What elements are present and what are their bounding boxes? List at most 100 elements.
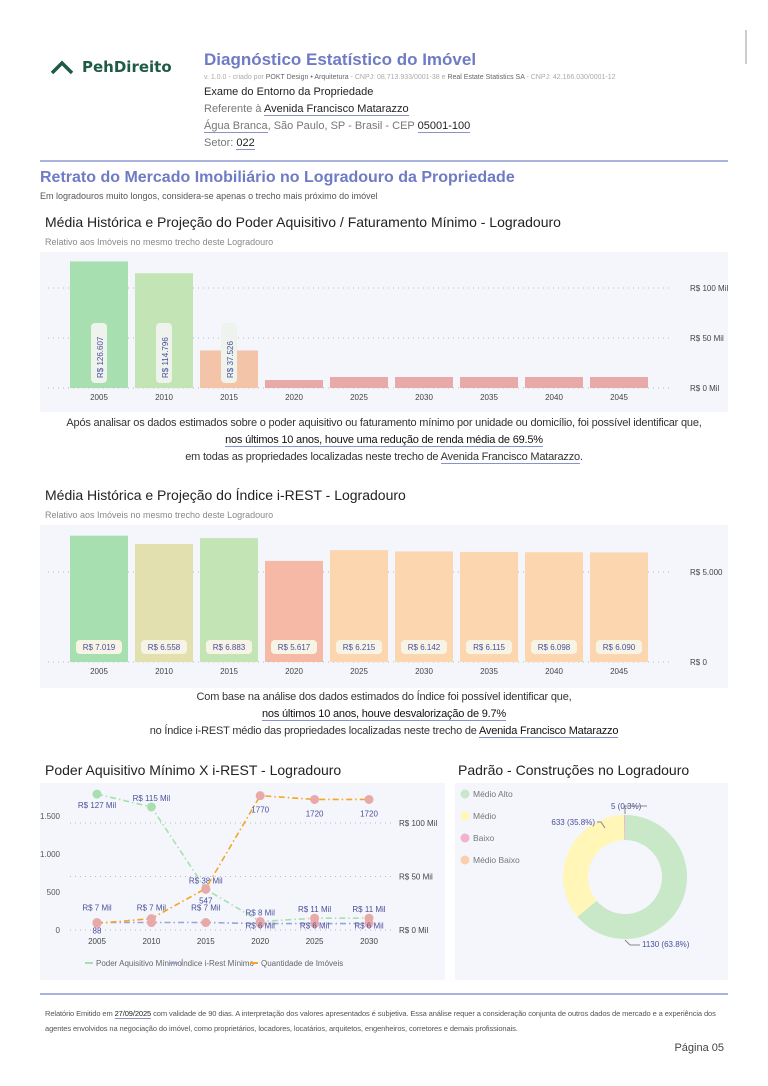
data-label: R$ 11 Mil [352,905,385,914]
x-tick-label: 2010 [155,667,173,676]
left-tick-label: 1.000 [40,850,61,859]
data-label-bg [336,640,382,654]
data-label-bg [141,640,187,654]
chart4-title: Padrão - Construções no Logradouro [458,762,690,778]
data-label: R$ 7 Mil [191,904,221,913]
report-title: Diagnóstico Estatístico do Imóvel [204,50,477,69]
data-label: R$ 8 Mil [246,908,276,917]
left-tick-label: 500 [47,888,61,897]
x-tick-label: 2045 [610,393,628,402]
x-tick-label: 2035 [480,667,498,676]
data-label-bg [596,640,642,654]
data-point [92,918,102,928]
street-link[interactable]: Avenida Francisco Matarazzo [263,103,409,116]
data-label: R$ 126.607 [96,336,105,378]
data-label: R$ 7 Mil [82,904,112,913]
donut-slice-1 [563,815,625,917]
data-label: R$ 6.215 [343,643,376,652]
x-tick-label: 2015 [220,393,238,402]
sector-line: Setor: 022 [204,137,255,150]
income-bar-chart: R$ 0 Mil R$ 50 Mil R$ 100 Mil 2005 R$ 126.60… [40,252,728,412]
leader-line [597,821,606,829]
bar-2030 [395,377,453,388]
x-tick-label: 2015 [220,667,238,676]
data-point [255,791,265,801]
data-label: R$ 6 Mil [300,922,330,931]
logo-text: PehDireito [82,58,172,76]
x-tick-label: 2045 [610,667,628,676]
bar-2025 [330,377,388,388]
divider [40,160,728,162]
data-label-bg [76,640,122,654]
y-tick-label: R$ 0 Mil [690,384,720,393]
data-label: R$ 7 Mil [137,904,167,913]
street-link[interactable]: Avenida Francisco Matarazzo [478,725,619,738]
data-label-bg [91,323,107,383]
section-title: Retrato do Mercado Imobiliário no Lograd… [40,169,515,186]
data-point [310,794,320,804]
data-label: R$ 6.098 [538,643,571,652]
district-link[interactable]: Água Branca [204,120,268,133]
legend-swatch [460,833,470,843]
data-label: R$ 11 Mil [298,905,331,914]
footer-note: Relatório Emitido em 27/09/2025 com vali… [45,1009,716,1033]
divider [40,993,728,995]
data-point [92,789,102,799]
data-point [310,919,320,929]
data-label-bg [206,640,252,654]
data-label: R$ 6.558 [148,643,181,652]
chart3-title: Poder Aquisitivo Mínimo X i-REST - Logra… [45,762,342,778]
data-label: 633 (35.8%) [551,818,595,827]
data-label: 1770 [251,806,269,815]
data-label: 547 [199,896,213,905]
data-label: 1720 [360,809,378,818]
data-point [201,883,211,893]
series-line-1 [97,921,369,925]
reference-line: Referente à Avenida Francisco Matarazzo [204,103,409,116]
x-tick-label: 2040 [545,393,563,402]
data-label: R$ 115 Mil [133,794,171,803]
right-tick-label: R$ 0 Mil [399,926,429,935]
x-tick-label: 2005 [90,393,108,402]
data-label-bg [156,323,172,383]
leader-line [624,805,647,814]
y-tick-label: R$ 50 Mil [690,334,724,343]
chart2-title: Média Histórica e Projeção do Índice i-R… [45,487,406,503]
cep-link[interactable]: 05001-100 [417,120,471,133]
data-point [364,794,374,804]
bar-2035 [460,377,518,388]
legend-label: Médio [473,811,496,821]
data-label: R$ 6 Mil [246,922,276,931]
data-label-bg [271,640,317,654]
x-tick-label: 2005 [88,937,106,946]
x-tick-label: 2040 [545,667,563,676]
data-point [146,914,156,924]
data-point [255,919,265,929]
data-label: 1130 (63.8%) [642,940,690,949]
sector-value: 022 [236,137,255,150]
street-link[interactable]: Avenida Francisco Matarazzo [440,451,580,464]
data-label: R$ 37.526 [226,341,235,378]
data-point [146,802,156,812]
section-subtitle: Em logradouros muito longos, considera-s… [40,191,378,201]
x-tick-label: 2030 [415,667,433,676]
version-line: v. 1.0.0 - criado por POKT Design • Arqu… [204,74,616,81]
x-tick-label: 2025 [306,937,324,946]
scrollbar[interactable] [745,30,747,64]
left-tick-label: 1.500 [40,812,61,821]
roof-icon [50,60,74,75]
data-label: 1720 [306,809,324,818]
legend-label: Médio Alto [473,789,513,799]
bar-2045 [590,377,648,388]
x-tick-label: 2020 [251,937,269,946]
page-number: Página 05 [674,1042,724,1054]
data-label: 88 [93,926,102,935]
left-tick-label: 0 [56,926,61,935]
x-tick-label: 2020 [285,667,303,676]
data-label-bg [221,323,237,383]
combo-line-chart: 0 500 1.000 1.500 R$ 0 Mil R$ 50 Mil R$ 100 Mi… [40,783,445,980]
x-tick-label: 2020 [285,393,303,402]
donut-slice-2 [623,815,625,841]
legend-label: Índice i-Rest Mínimo [181,959,254,968]
data-label: R$ 6.142 [408,643,441,652]
